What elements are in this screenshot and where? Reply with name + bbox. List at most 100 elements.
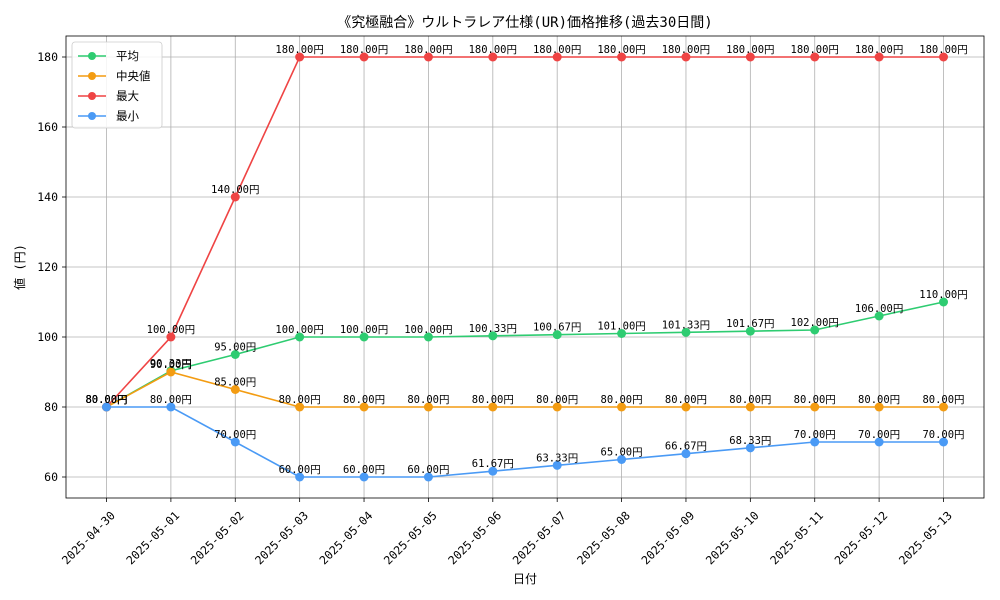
data-label: 80.00円 — [279, 394, 321, 406]
data-label: 100.00円 — [340, 324, 388, 336]
data-label: 70.00円 — [794, 429, 836, 441]
data-label: 80.00円 — [794, 394, 836, 406]
data-label: 63.33円 — [536, 452, 578, 464]
x-tick-label: 2025-05-07 — [510, 508, 569, 567]
data-label: 180.00円 — [855, 44, 903, 56]
data-label: 70.00円 — [858, 429, 900, 441]
data-point — [810, 325, 820, 335]
data-point — [681, 449, 691, 459]
data-label: 80.00円 — [85, 394, 127, 406]
data-point — [939, 437, 948, 447]
y-tick-label: 140 — [37, 190, 58, 204]
data-label: 95.00円 — [214, 342, 256, 354]
legend-label: 最小 — [116, 109, 139, 123]
data-label: 85.00円 — [214, 377, 256, 389]
grid — [66, 36, 984, 498]
y-tick-label: 160 — [37, 120, 58, 134]
legend-marker — [88, 52, 96, 60]
data-label: 68.33円 — [729, 435, 771, 447]
data-point — [552, 460, 562, 470]
data-label: 70.00円 — [922, 429, 964, 441]
series-line — [105, 56, 944, 408]
data-label: 101.67円 — [726, 318, 774, 330]
data-label: 180.00円 — [597, 44, 645, 56]
legend-marker — [88, 92, 96, 100]
data-point — [423, 472, 433, 482]
data-point — [295, 472, 305, 482]
data-label: 60.00円 — [407, 464, 449, 476]
data-point — [102, 402, 111, 412]
data-point — [552, 52, 562, 62]
data-point — [295, 52, 305, 62]
x-tick-label: 2025-05-13 — [896, 508, 955, 567]
x-tick-label: 2025-05-06 — [445, 508, 504, 567]
data-point — [617, 329, 627, 338]
data-point — [874, 402, 884, 412]
data-point — [230, 350, 240, 359]
data-label: 101.33円 — [662, 319, 710, 331]
data-label: 60.00円 — [279, 464, 321, 476]
data-point — [681, 327, 691, 337]
data-label: 180.00円 — [340, 44, 388, 56]
data-label: 90.33円 — [150, 358, 192, 370]
data-label: 100.00円 — [275, 324, 323, 336]
x-axis-label: 日付 — [513, 572, 537, 586]
legend-label: 平均 — [116, 49, 139, 63]
data-label: 80.00円 — [85, 394, 127, 406]
data-label: 180.00円 — [404, 44, 452, 56]
data-label: 80.00円 — [729, 394, 771, 406]
data-label: 80.00円 — [858, 394, 900, 406]
data-point — [488, 52, 498, 62]
data-label: 100.67円 — [533, 322, 581, 334]
x-tick-label: 2025-05-01 — [123, 508, 182, 567]
data-point — [359, 472, 369, 482]
series-line — [106, 371, 944, 408]
x-tick-label: 2025-05-04 — [317, 508, 376, 567]
data-label: 180.00円 — [533, 44, 581, 56]
y-tick-label: 80 — [44, 400, 58, 414]
data-point — [488, 331, 498, 341]
data-label: 80.00円 — [536, 394, 578, 406]
data-label: 66.67円 — [665, 441, 707, 453]
legend-label: 中央値 — [116, 69, 151, 83]
data-label: 180.00円 — [275, 44, 323, 56]
y-tick-label: 60 — [44, 470, 58, 484]
data-label: 65.00円 — [601, 447, 643, 459]
data-point — [423, 402, 433, 412]
data-point — [681, 402, 691, 412]
data-point — [745, 326, 755, 336]
data-label: 80.00円 — [407, 394, 449, 406]
data-label: 80.00円 — [85, 394, 127, 406]
data-label: 80.00円 — [343, 394, 385, 406]
data-point — [810, 402, 820, 412]
y-tick-label: 180 — [37, 50, 58, 64]
data-point — [295, 402, 305, 412]
legend-box — [71, 41, 163, 129]
data-label: 80.00円 — [150, 394, 192, 406]
data-point — [745, 402, 755, 412]
data-point — [745, 443, 755, 453]
legend-marker — [88, 72, 96, 80]
data-label: 180.00円 — [791, 44, 839, 56]
data-point — [810, 437, 820, 447]
data-label: 102.00円 — [791, 317, 839, 329]
data-point — [745, 52, 755, 62]
series-lines — [102, 52, 948, 482]
data-point — [295, 332, 305, 342]
data-point — [230, 437, 240, 447]
data-point — [939, 402, 948, 412]
data-label: 180.00円 — [469, 44, 517, 56]
data-point — [359, 332, 369, 342]
data-label: 180.00円 — [662, 44, 710, 56]
data-point — [359, 52, 369, 62]
data-label: 80.00円 — [85, 394, 127, 406]
y-tick-label: 100 — [37, 330, 58, 344]
x-tick-label: 2025-05-03 — [252, 508, 311, 567]
data-point — [874, 52, 884, 62]
x-tick-label: 2025-05-02 — [188, 508, 247, 567]
series-line — [106, 301, 944, 408]
data-label: 80.00円 — [665, 394, 707, 406]
data-label: 90.00円 — [150, 359, 192, 371]
